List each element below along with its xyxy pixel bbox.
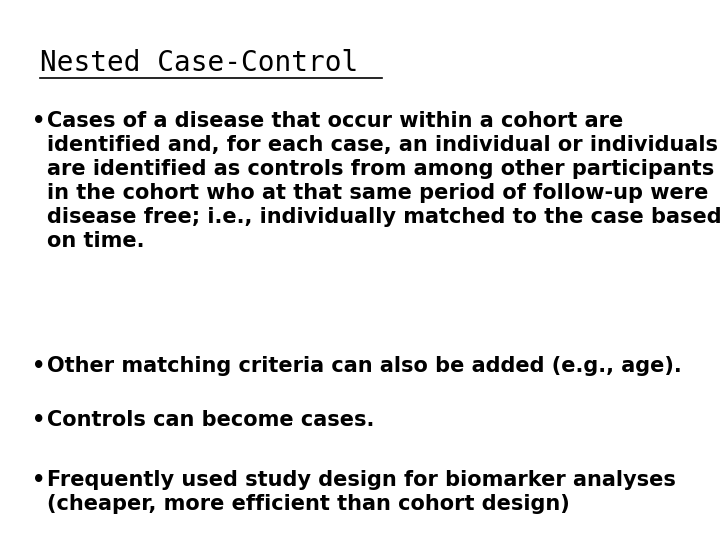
Text: Nested Case-Control: Nested Case-Control xyxy=(40,49,358,77)
Text: Other matching criteria can also be added (e.g., age).: Other matching criteria can also be adde… xyxy=(47,356,682,376)
Text: •: • xyxy=(32,111,46,131)
Text: Cases of a disease that occur within a cohort are
identified and, for each case,: Cases of a disease that occur within a c… xyxy=(47,111,720,251)
Text: •: • xyxy=(32,470,46,490)
Text: •: • xyxy=(32,356,46,376)
Text: •: • xyxy=(32,410,46,430)
Text: Frequently used study design for biomarker analyses
(cheaper, more efficient tha: Frequently used study design for biomark… xyxy=(47,470,675,514)
Text: Controls can become cases.: Controls can become cases. xyxy=(47,410,374,430)
